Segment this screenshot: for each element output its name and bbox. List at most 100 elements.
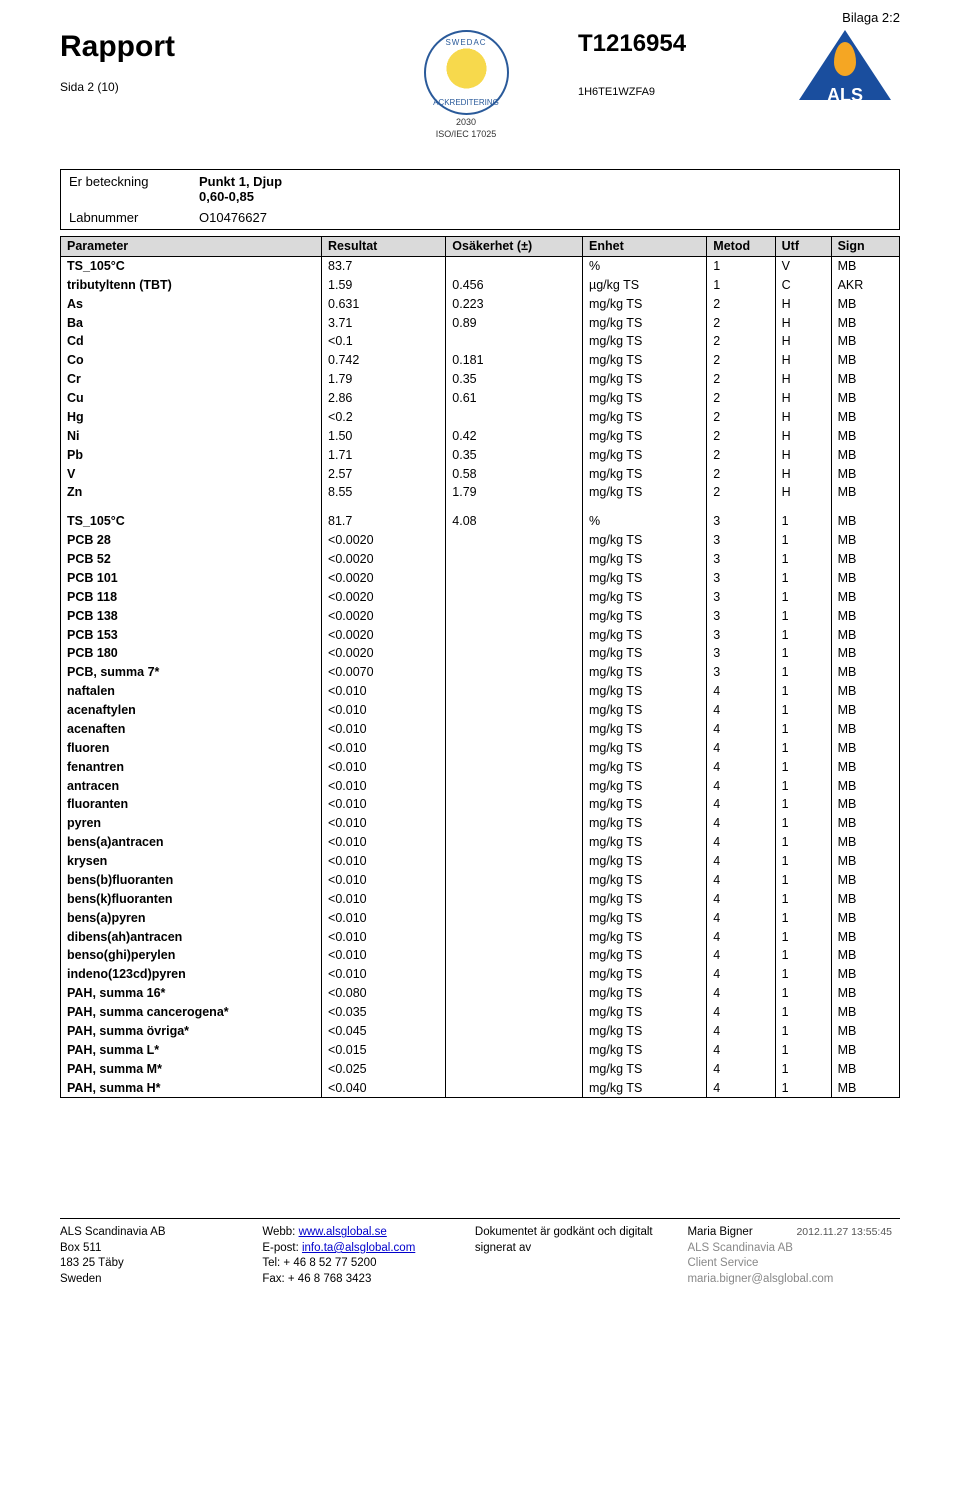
cell — [446, 1041, 583, 1060]
cell: <0.010 — [322, 965, 446, 984]
cell: 1.50 — [322, 427, 446, 446]
col-sign: Sign — [831, 237, 899, 257]
table-row: pyren<0.010mg/kg TS41MB — [61, 814, 900, 833]
cell: 4 — [707, 720, 775, 739]
cell: H — [775, 314, 831, 333]
cell: <0.010 — [322, 739, 446, 758]
cell: 4 — [707, 777, 775, 796]
cell: MB — [831, 295, 899, 314]
cell: 4 — [707, 984, 775, 1003]
cell: <0.010 — [322, 852, 446, 871]
cell: MB — [831, 446, 899, 465]
cell: <0.0020 — [322, 550, 446, 569]
header: Rapport Sida 2 (10) SWEDAC ACKREDITERING… — [60, 30, 900, 139]
cell: PCB 138 — [61, 607, 322, 626]
cell: 4.08 — [446, 512, 583, 531]
cell: 2 — [707, 446, 775, 465]
footer-approved-2: signerat av — [475, 1241, 680, 1257]
cell: MB — [831, 852, 899, 871]
cell: mg/kg TS — [583, 909, 707, 928]
cell: mg/kg TS — [583, 965, 707, 984]
cell: 1 — [775, 909, 831, 928]
cell: dibens(ah)antracen — [61, 928, 322, 947]
cell: <0.015 — [322, 1041, 446, 1060]
cell: <0.010 — [322, 682, 446, 701]
cell: V — [61, 465, 322, 484]
cell: <0.010 — [322, 890, 446, 909]
cell: 2 — [707, 314, 775, 333]
cell: 3 — [707, 644, 775, 663]
cell: mg/kg TS — [583, 351, 707, 370]
cell: fluoren — [61, 739, 322, 758]
col-utf: Utf — [775, 237, 831, 257]
cell: µg/kg TS — [583, 276, 707, 295]
cell: 1 — [775, 569, 831, 588]
cell: mg/kg TS — [583, 644, 707, 663]
cell: 3 — [707, 588, 775, 607]
footer-web-label: Webb: — [262, 1226, 298, 1238]
cell: MB — [831, 663, 899, 682]
cell: H — [775, 370, 831, 389]
table-row: TS_105°C81.74.08%31MB — [61, 512, 900, 531]
footer-mail-label: E-post: — [262, 1242, 302, 1254]
cell: mg/kg TS — [583, 588, 707, 607]
cell — [446, 588, 583, 607]
cell: TS_105°C — [61, 256, 322, 275]
table-row: bens(k)fluoranten<0.010mg/kg TS41MB — [61, 890, 900, 909]
footer-signer-dept: Client Service — [687, 1256, 892, 1272]
cell — [446, 909, 583, 928]
table-row: antracen<0.010mg/kg TS41MB — [61, 777, 900, 796]
table-row: Cu2.860.61mg/kg TS2HMB — [61, 389, 900, 408]
cell: mg/kg TS — [583, 427, 707, 446]
cell — [446, 928, 583, 947]
cell: <0.040 — [322, 1079, 446, 1098]
col-unit: Enhet — [583, 237, 707, 257]
cell: 1 — [775, 928, 831, 947]
cell: 4 — [707, 739, 775, 758]
cell: 3 — [707, 512, 775, 531]
er-label: Er beteckning — [69, 174, 199, 204]
cell: MB — [831, 644, 899, 663]
cell: 1 — [775, 814, 831, 833]
cell: 2 — [707, 370, 775, 389]
cell — [446, 814, 583, 833]
cell: PAH, summa H* — [61, 1079, 322, 1098]
cell: mg/kg TS — [583, 814, 707, 833]
cell: 0.89 — [446, 314, 583, 333]
table-row: indeno(123cd)pyren<0.010mg/kg TS41MB — [61, 965, 900, 984]
cell: PCB 153 — [61, 626, 322, 645]
cell: 4 — [707, 1022, 775, 1041]
cell: Hg — [61, 408, 322, 427]
cell — [446, 890, 583, 909]
cell: 2 — [707, 465, 775, 484]
cell: MB — [831, 531, 899, 550]
table-row: Zn8.551.79mg/kg TS2HMB — [61, 483, 900, 502]
table-row: Cr1.790.35mg/kg TS2HMB — [61, 370, 900, 389]
cell: H — [775, 427, 831, 446]
cell: MB — [831, 370, 899, 389]
table-row: PAH, summa 16*<0.080mg/kg TS41MB — [61, 984, 900, 1003]
cell: 4 — [707, 1041, 775, 1060]
footer-sign-text: Dokumentet är godkänt och digitalt signe… — [475, 1225, 688, 1287]
cell: Pb — [61, 446, 322, 465]
cell: MB — [831, 871, 899, 890]
cell: 1 — [775, 626, 831, 645]
table-row: Pb1.710.35mg/kg TS2HMB — [61, 446, 900, 465]
cell: <0.0020 — [322, 588, 446, 607]
results-table: Parameter Resultat Osäkerhet (±) Enhet M… — [60, 236, 900, 1098]
cell — [446, 777, 583, 796]
cell: mg/kg TS — [583, 795, 707, 814]
cell: 2 — [707, 389, 775, 408]
table-row: PAH, summa cancerogena*<0.035mg/kg TS41M… — [61, 1003, 900, 1022]
footer-web-link[interactable]: www.alsglobal.se — [299, 1226, 387, 1238]
table-row: PAH, summa L*<0.015mg/kg TS41MB — [61, 1041, 900, 1060]
cell: PAH, summa övriga* — [61, 1022, 322, 1041]
cell: 4 — [707, 1060, 775, 1079]
cell: bens(a)antracen — [61, 833, 322, 852]
cell: H — [775, 446, 831, 465]
cell: 3 — [707, 531, 775, 550]
footer-mail-link[interactable]: info.ta@alsglobal.com — [302, 1242, 415, 1254]
table-row: Cd<0.1mg/kg TS2HMB — [61, 332, 900, 351]
cell: PCB 180 — [61, 644, 322, 663]
cell: 1 — [775, 833, 831, 852]
